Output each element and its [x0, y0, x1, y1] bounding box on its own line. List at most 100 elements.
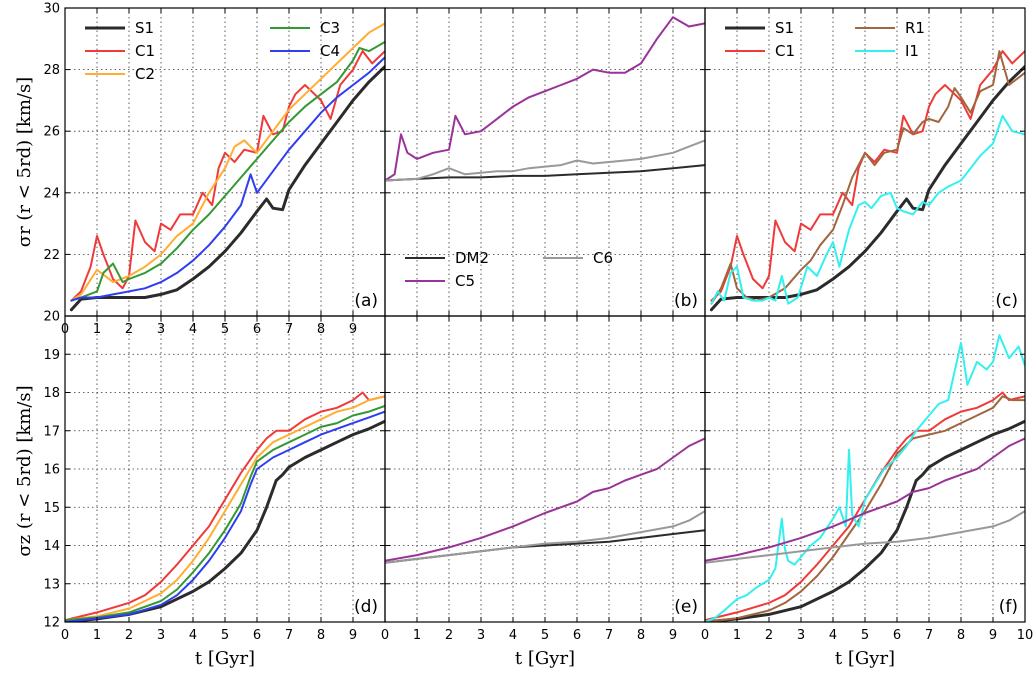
y-axis-label-top: σr (r < 5rd) [km/s] — [14, 77, 35, 247]
legend-label-c2: C2 — [135, 65, 155, 83]
y-tick-label: 28 — [43, 63, 60, 78]
series-line-c5 — [705, 437, 1025, 562]
panel-label: (e) — [674, 597, 698, 617]
x-axis-label-left: t [Gyr] — [195, 648, 255, 669]
y-tick-label: 14 — [43, 539, 60, 554]
x-tick-label: 9 — [669, 628, 677, 643]
x-tick-label: 1 — [733, 628, 741, 643]
y-tick-label: 24 — [43, 186, 60, 201]
x-tick-label: 5 — [861, 628, 869, 643]
x-tick-label: 1 — [413, 628, 421, 643]
legend-label-c3: C3 — [320, 19, 340, 37]
series-line-c6 — [385, 510, 705, 564]
x-tick-label: 4 — [829, 628, 837, 643]
series-line-c5 — [385, 16, 705, 182]
x-tick-label: 1 — [93, 628, 101, 643]
x-tick-label: 8 — [637, 628, 645, 643]
panel-label: (a) — [354, 291, 378, 311]
panel-label: (c) — [995, 291, 1018, 311]
series-line-c1 — [705, 391, 1025, 622]
x-tick-label: 5 — [221, 628, 229, 643]
panel-label: (f) — [999, 597, 1018, 617]
y-axis-label-bottom: σz (r < 5rd) [km/s] — [14, 385, 35, 556]
series-group — [385, 437, 705, 564]
legend-label-dm2: DM2 — [455, 249, 489, 267]
series-line-s1 — [705, 419, 1025, 622]
x-tick-label: 3 — [797, 628, 805, 643]
series-line-i1 — [705, 334, 1025, 622]
series-line-c6 — [705, 510, 1025, 564]
x-axis-label-middle: t [Gyr] — [515, 648, 575, 669]
panel-e: 0 1 2 3 4 5 6 7 8 9 (e) — [381, 315, 706, 643]
series-line-i1 — [710, 114, 1025, 305]
series-line-c1 — [65, 391, 385, 622]
series-line-s1 — [65, 419, 385, 622]
series-line-s1 — [709, 65, 1025, 312]
x-tick-label: 3 — [157, 628, 165, 643]
legend-label-s1: S1 — [775, 19, 794, 37]
panels: 0 1 2 3 4 5 6 7 8 9202224262830(a)S1C1C2C3C4(b)DM… — [43, 2, 1033, 644]
panel-b: (b) DM2 C5 C6 — [384, 7, 706, 317]
series-line-c6 — [385, 139, 705, 182]
x-tick-label: 4 — [509, 628, 517, 643]
y-tick-label: 17 — [43, 424, 60, 439]
y-tick-label: 20 — [43, 310, 60, 325]
y-tick-label: 19 — [43, 348, 60, 363]
x-tick-label: 0 — [381, 628, 389, 643]
legend-label-c1: C1 — [135, 42, 155, 60]
series-line-r1 — [705, 395, 1025, 622]
x-tick-label: 9 — [349, 628, 357, 643]
x-tick-label: 10 — [1017, 628, 1034, 643]
legend-label-s1: S1 — [135, 19, 154, 37]
y-tick-label: 16 — [43, 463, 60, 478]
series-line-c2 — [65, 395, 385, 622]
series-line-c1 — [70, 50, 385, 302]
x-tick-label: 6 — [253, 628, 261, 643]
y-tick-label: 18 — [43, 386, 60, 401]
x-tick-label: 9 — [989, 628, 997, 643]
panel-f: 0 1 2 3 4 5 6 7 8 9 10 (f) — [701, 315, 1034, 643]
y-tick-label: 30 — [43, 2, 60, 17]
series-group — [705, 334, 1025, 622]
legend: S1 C1 R1 I1 — [725, 19, 925, 60]
x-tick-label: 0 — [701, 628, 709, 643]
legend-label-r1: R1 — [905, 19, 925, 37]
y-tick-label: 26 — [43, 125, 60, 140]
series-line-dm2 — [385, 164, 705, 182]
legend: DM2 C5 C6 — [405, 249, 613, 290]
series-line-c5 — [385, 437, 705, 562]
x-tick-label: 0 — [61, 628, 69, 643]
series-group — [69, 22, 385, 312]
series-line-c4 — [65, 410, 385, 622]
x-tick-label: 5 — [541, 628, 549, 643]
series-line-c4 — [70, 56, 385, 302]
panel-label: (b) — [674, 291, 698, 311]
series-line-s1 — [69, 65, 385, 312]
series-group — [65, 391, 385, 622]
x-tick-label: 7 — [925, 628, 933, 643]
legend-label-c6: C6 — [593, 249, 613, 267]
series-line-c3 — [65, 404, 385, 622]
legend-label-c4: C4 — [320, 42, 340, 60]
y-tick-label: 13 — [43, 577, 60, 592]
x-tick-label: 4 — [189, 628, 197, 643]
x-tick-label: 3 — [477, 628, 485, 643]
legend: S1 C1 C2 C3 C4 — [85, 19, 340, 83]
series-group — [385, 16, 705, 182]
legend-label-c1: C1 — [775, 42, 795, 60]
legend-label-c5: C5 — [455, 272, 475, 290]
x-tick-label: 2 — [125, 628, 133, 643]
x-tick-label: 8 — [957, 628, 965, 643]
x-tick-label: 2 — [445, 628, 453, 643]
y-tick-label: 12 — [43, 616, 60, 631]
series-line-c3 — [70, 40, 385, 302]
y-tick-label: 22 — [43, 248, 60, 263]
x-tick-label: 8 — [317, 628, 325, 643]
x-axis-label-right: t [Gyr] — [835, 648, 895, 669]
series-group — [709, 50, 1025, 312]
x-tick-label: 2 — [765, 628, 773, 643]
panel-c: (c) S1 C1 R1 I1 — [704, 7, 1026, 317]
